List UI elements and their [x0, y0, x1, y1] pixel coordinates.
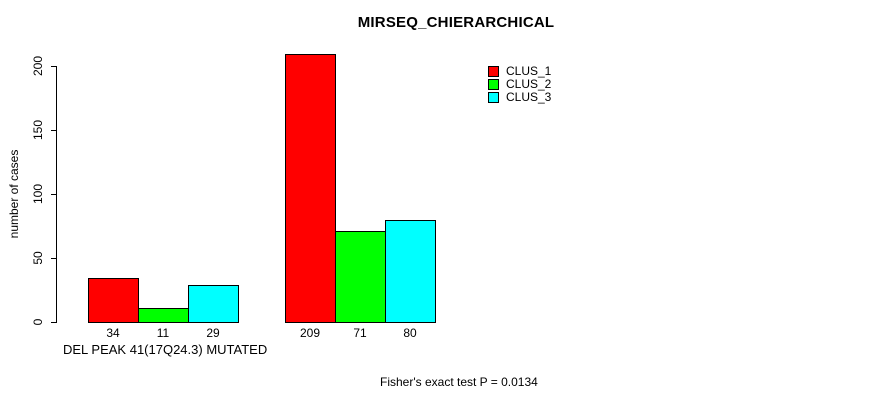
y-tick-label: 0 [31, 318, 45, 326]
legend-label: CLUS_1 [506, 64, 552, 78]
y-tick-mark [51, 130, 57, 131]
fisher-test-annotation: Fisher's exact test P = 0.0134 [380, 375, 538, 389]
legend-swatch-icon [488, 79, 499, 90]
legend-label: CLUS_2 [506, 77, 552, 91]
y-tick-mark [51, 194, 57, 195]
bar-clus_2-group2 [335, 231, 386, 323]
legend-swatch-icon [488, 66, 499, 77]
y-tick-mark [51, 66, 57, 67]
legend-item-clus_1: CLUS_1 [488, 65, 551, 78]
bar-clus_3-group1 [188, 284, 239, 323]
group-label: DEL PEAK 41(17Q24.3) MUTATED [63, 342, 268, 357]
y-tick-mark [51, 258, 57, 259]
bar-clus_1-group1 [88, 278, 139, 323]
y-tick-mark [51, 322, 57, 323]
legend-label: CLUS_3 [506, 90, 552, 104]
bar-value-label: 29 [206, 326, 220, 340]
legend-swatch-icon [488, 92, 499, 103]
bar-value-label: 34 [106, 326, 120, 340]
bar-clus_2-group1 [138, 307, 189, 323]
bar-value-label: 209 [299, 326, 321, 340]
y-tick-label: 100 [31, 183, 45, 205]
chart-title: MIRSEQ_CHIERARCHICAL [357, 14, 555, 31]
bar-clus_3-group2 [385, 219, 436, 323]
y-tick-label: 200 [31, 55, 45, 77]
legend: CLUS_1 CLUS_2 CLUS_3 [488, 65, 551, 104]
legend-item-clus_3: CLUS_3 [488, 91, 551, 104]
y-axis-label: number of cases [7, 149, 21, 239]
bar-value-label: 11 [156, 326, 170, 340]
bar-value-label: 80 [403, 326, 417, 340]
y-tick-label: 150 [31, 119, 45, 141]
legend-item-clus_2: CLUS_2 [488, 78, 551, 91]
y-tick-label: 50 [31, 251, 45, 265]
bar-value-label: 71 [353, 326, 367, 340]
bar-clus_1-group2 [285, 54, 336, 323]
